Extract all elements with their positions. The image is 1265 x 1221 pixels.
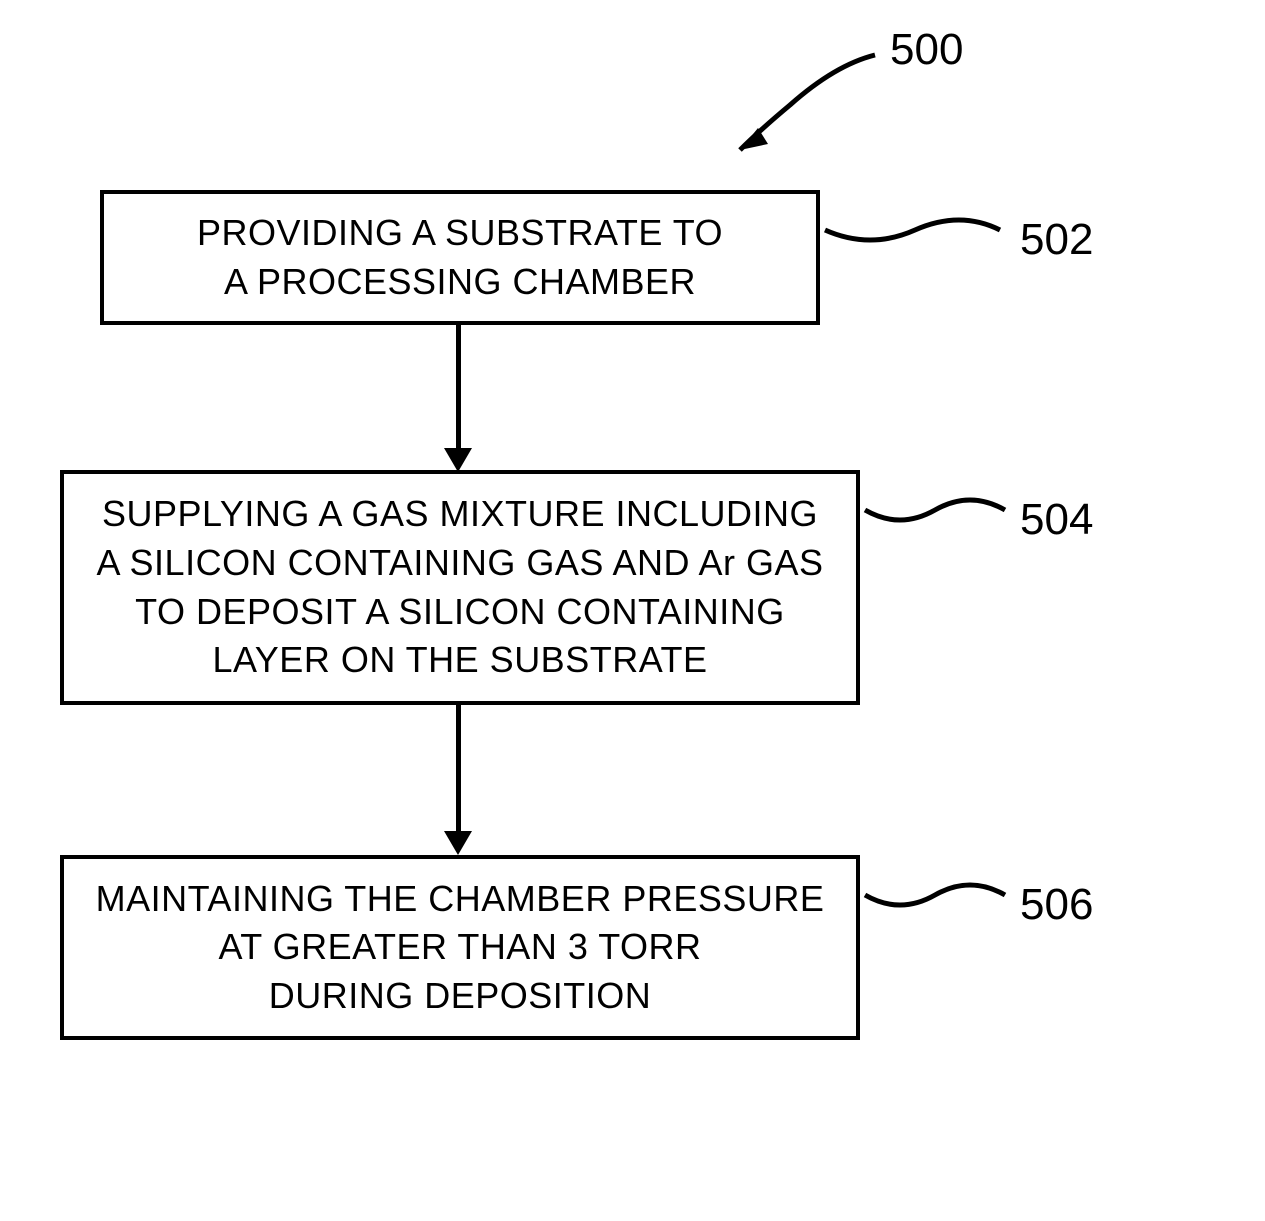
connector-504 [860, 480, 1010, 540]
flow-node-502-text: PROVIDING A SUBSTRATE TOA PROCESSING CHA… [177, 201, 743, 314]
flow-node-506-text: MAINTAINING THE CHAMBER PRESSUREAT GREAT… [76, 867, 845, 1029]
flow-label-502: 502 [1020, 215, 1093, 265]
flow-node-504-text: SUPPLYING A GAS MIXTURE INCLUDINGA SILIC… [77, 482, 844, 692]
edge-502-504-head [444, 448, 472, 472]
edge-504-506 [456, 705, 461, 833]
diagram-title-label: 500 [890, 25, 963, 75]
flow-node-502: PROVIDING A SUBSTRATE TOA PROCESSING CHA… [100, 190, 820, 325]
edge-504-506-head [444, 831, 472, 855]
flow-node-504: SUPPLYING A GAS MIXTURE INCLUDINGA SILIC… [60, 470, 860, 705]
title-pointer-arrow [700, 40, 890, 160]
connector-502 [820, 200, 1010, 260]
flow-label-504: 504 [1020, 495, 1093, 545]
flow-label-506: 506 [1020, 880, 1093, 930]
flowchart-container: 500 PROVIDING A SUBSTRATE TOA PROCESSING… [60, 0, 1205, 1221]
flow-node-506: MAINTAINING THE CHAMBER PRESSUREAT GREAT… [60, 855, 860, 1040]
edge-502-504 [456, 325, 461, 450]
connector-506 [860, 865, 1010, 925]
